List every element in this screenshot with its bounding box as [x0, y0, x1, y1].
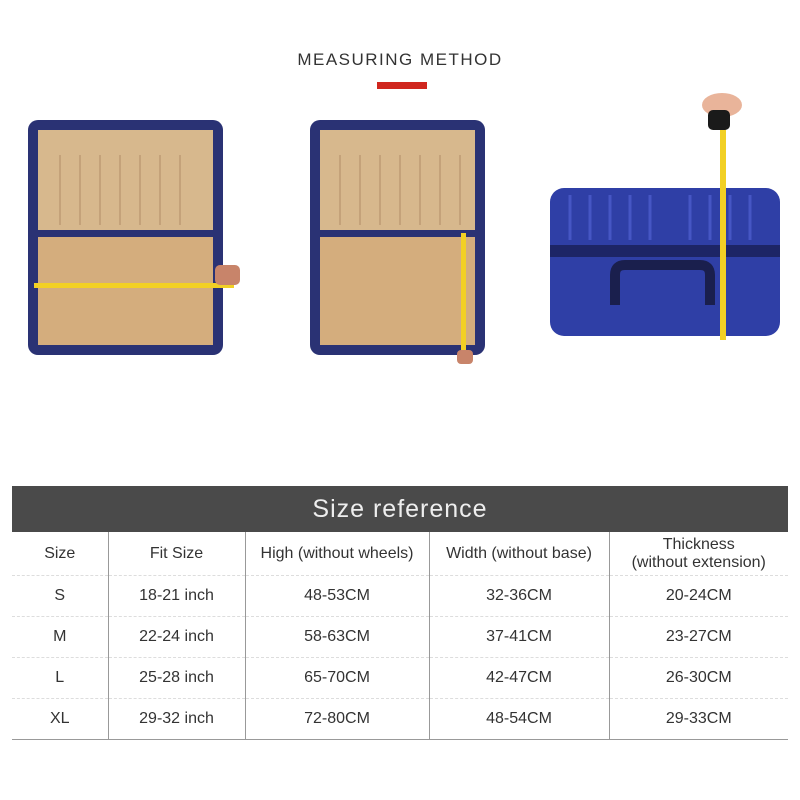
page-title: MEASURING METHOD — [297, 50, 503, 69]
title-underline — [377, 82, 427, 89]
cell: 48-54CM — [428, 698, 609, 740]
cell: 25-28 inch — [107, 657, 245, 699]
cell: 65-70CM — [244, 657, 429, 699]
cell: 32-36CM — [428, 575, 609, 617]
open-suitcase-width-photo — [28, 120, 240, 355]
cell: 48-53CM — [244, 575, 429, 617]
cell: 26-30CM — [608, 657, 788, 699]
table-row: M 22-24 inch 58-63CM 37-41CM 23-27CM — [12, 616, 788, 658]
cell: 29-33CM — [608, 698, 788, 740]
column-header: Thickness (without extension) — [608, 532, 788, 576]
cell: L — [12, 657, 108, 699]
cell: XL — [12, 698, 108, 740]
table-header-row: Size Fit Size High (without wheels) Widt… — [12, 532, 788, 576]
table-row: S 18-21 inch 48-53CM 32-36CM 20-24CM — [12, 575, 788, 617]
cell: 18-21 inch — [107, 575, 245, 617]
cell: 37-41CM — [428, 616, 609, 658]
open-suitcase-height-photo — [310, 120, 485, 364]
cell: 72-80CM — [244, 698, 429, 740]
cell: S — [12, 575, 108, 617]
cell: M — [12, 616, 108, 658]
size-reference-table: Size reference Size Fit Size High (witho… — [12, 486, 788, 740]
cell: 23-27CM — [608, 616, 788, 658]
cell: 58-63CM — [244, 616, 429, 658]
cell: 29-32 inch — [107, 698, 245, 740]
table-row: L 25-28 inch 65-70CM 42-47CM 26-30CM — [12, 657, 788, 699]
column-header: High (without wheels) — [244, 532, 429, 576]
cell: 20-24CM — [608, 575, 788, 617]
table-row: XL 29-32 inch 72-80CM 48-54CM 29-33CM — [12, 698, 788, 740]
column-header: Width (without base) — [428, 532, 609, 576]
table-title: Size reference — [12, 486, 788, 532]
column-header: Fit Size — [107, 532, 245, 576]
cell: 42-47CM — [428, 657, 609, 699]
cell: 22-24 inch — [107, 616, 245, 658]
column-header: Size — [44, 544, 76, 562]
closed-suitcase-thickness-photo — [550, 93, 780, 340]
